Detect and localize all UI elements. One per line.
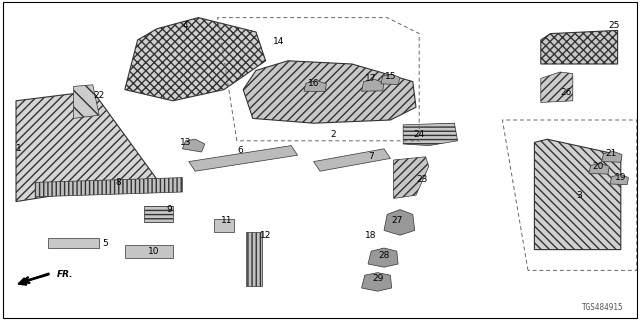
Text: 11: 11 <box>221 216 233 225</box>
Text: 18: 18 <box>365 231 377 240</box>
Polygon shape <box>368 248 398 267</box>
Polygon shape <box>534 139 621 250</box>
Polygon shape <box>394 157 429 198</box>
Polygon shape <box>144 206 173 222</box>
Polygon shape <box>384 210 415 235</box>
Text: 5: 5 <box>103 239 108 248</box>
Text: 6: 6 <box>237 146 243 155</box>
Text: 27: 27 <box>391 216 403 225</box>
Text: 25: 25 <box>609 21 620 30</box>
Text: 12: 12 <box>260 231 271 240</box>
Text: 28: 28 <box>378 252 390 260</box>
Text: 3: 3 <box>577 191 582 200</box>
Text: 8: 8 <box>116 178 121 187</box>
Text: 14: 14 <box>273 37 284 46</box>
Polygon shape <box>589 163 609 174</box>
Text: FR.: FR. <box>56 270 73 279</box>
Polygon shape <box>541 72 573 102</box>
Polygon shape <box>362 273 392 291</box>
Text: 16: 16 <box>308 79 319 88</box>
Polygon shape <box>243 61 416 123</box>
Polygon shape <box>610 174 628 185</box>
Polygon shape <box>182 139 205 152</box>
Text: 17: 17 <box>365 74 377 83</box>
Text: 23: 23 <box>417 175 428 184</box>
Text: 26: 26 <box>561 88 572 97</box>
Polygon shape <box>74 85 99 118</box>
Text: 22: 22 <box>93 92 105 100</box>
Text: 7: 7 <box>369 152 374 161</box>
Polygon shape <box>304 81 326 92</box>
Text: 29: 29 <box>372 274 383 283</box>
Text: 2: 2 <box>330 130 335 139</box>
Text: 13: 13 <box>180 138 191 147</box>
Text: 10: 10 <box>148 247 159 256</box>
Polygon shape <box>602 151 622 162</box>
Text: 9: 9 <box>167 205 172 214</box>
Polygon shape <box>125 18 266 101</box>
Polygon shape <box>189 146 298 171</box>
Text: 21: 21 <box>605 149 617 158</box>
Polygon shape <box>125 245 173 258</box>
Text: 1: 1 <box>17 144 22 153</box>
Text: 20: 20 <box>593 162 604 171</box>
Polygon shape <box>35 178 182 197</box>
Polygon shape <box>362 79 384 91</box>
Polygon shape <box>314 149 390 171</box>
Polygon shape <box>16 91 157 202</box>
Text: TGS484915: TGS484915 <box>582 303 624 312</box>
Text: 19: 19 <box>615 173 627 182</box>
Text: 15: 15 <box>385 72 396 81</box>
Polygon shape <box>403 123 458 146</box>
Polygon shape <box>246 232 262 286</box>
Polygon shape <box>214 219 234 232</box>
Text: 24: 24 <box>413 130 425 139</box>
Polygon shape <box>381 74 400 84</box>
Polygon shape <box>48 238 99 248</box>
Polygon shape <box>541 30 618 64</box>
Text: 4: 4 <box>183 21 188 30</box>
